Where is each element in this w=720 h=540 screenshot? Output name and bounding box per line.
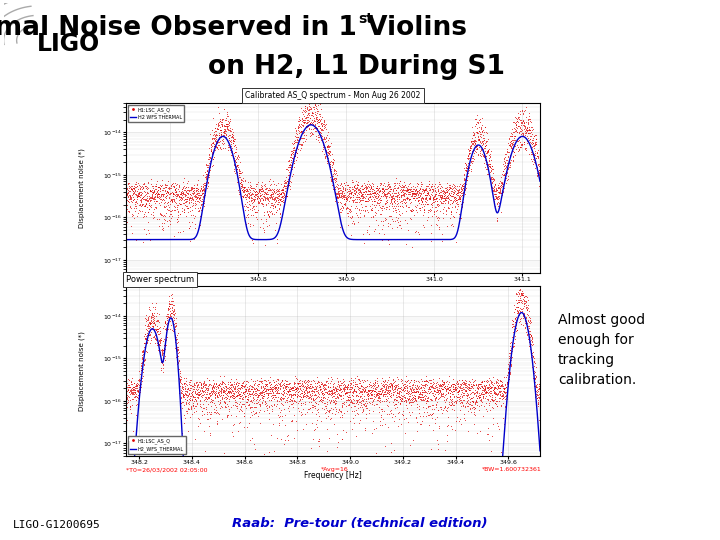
Text: *T0=26/03/2002 02:05:00: *T0=26/03/2002 02:05:00 [126,468,207,472]
Text: LIGO: LIGO [37,32,101,56]
Text: *Avg=16: *Avg=16 [321,468,348,472]
Y-axis label: Displacement noise (*): Displacement noise (*) [78,148,84,227]
Text: Power spectrum: Power spectrum [126,275,194,284]
Y-axis label: Displacement noise (*): Displacement noise (*) [78,332,84,411]
X-axis label: Frequency [Hz]: Frequency [Hz] [304,471,362,480]
Text: st: st [358,12,373,26]
Text: LSC: LSC [634,23,687,46]
X-axis label: Frequency [Hz]: Frequency [Hz] [304,287,362,296]
Text: Almost good
enough for
tracking
calibration.: Almost good enough for tracking calibrat… [558,313,645,387]
Legend: H1:LSC_AS_Q, H2_WFS_THERMAL: H1:LSC_AS_Q, H2_WFS_THERMAL [128,436,186,454]
Text: *BW=1.600732361: *BW=1.600732361 [482,468,541,472]
Legend: H1:LSC_AS_Q, H2 WFS THERMAL: H1:LSC_AS_Q, H2 WFS THERMAL [128,105,184,122]
Text: on H2, L1 During S1: on H2, L1 During S1 [208,54,505,80]
Text: Thermal Noise Observed in 1: Thermal Noise Observed in 1 [0,15,356,40]
Text: Raab:  Pre-tour (technical edition): Raab: Pre-tour (technical edition) [233,517,487,530]
Title: Calibrated AS_Q spectrum - Mon Aug 26 2002: Calibrated AS_Q spectrum - Mon Aug 26 20… [246,91,420,100]
Text: LIGO-G1200695: LIGO-G1200695 [13,520,101,530]
Text: Violins: Violins [358,15,467,40]
